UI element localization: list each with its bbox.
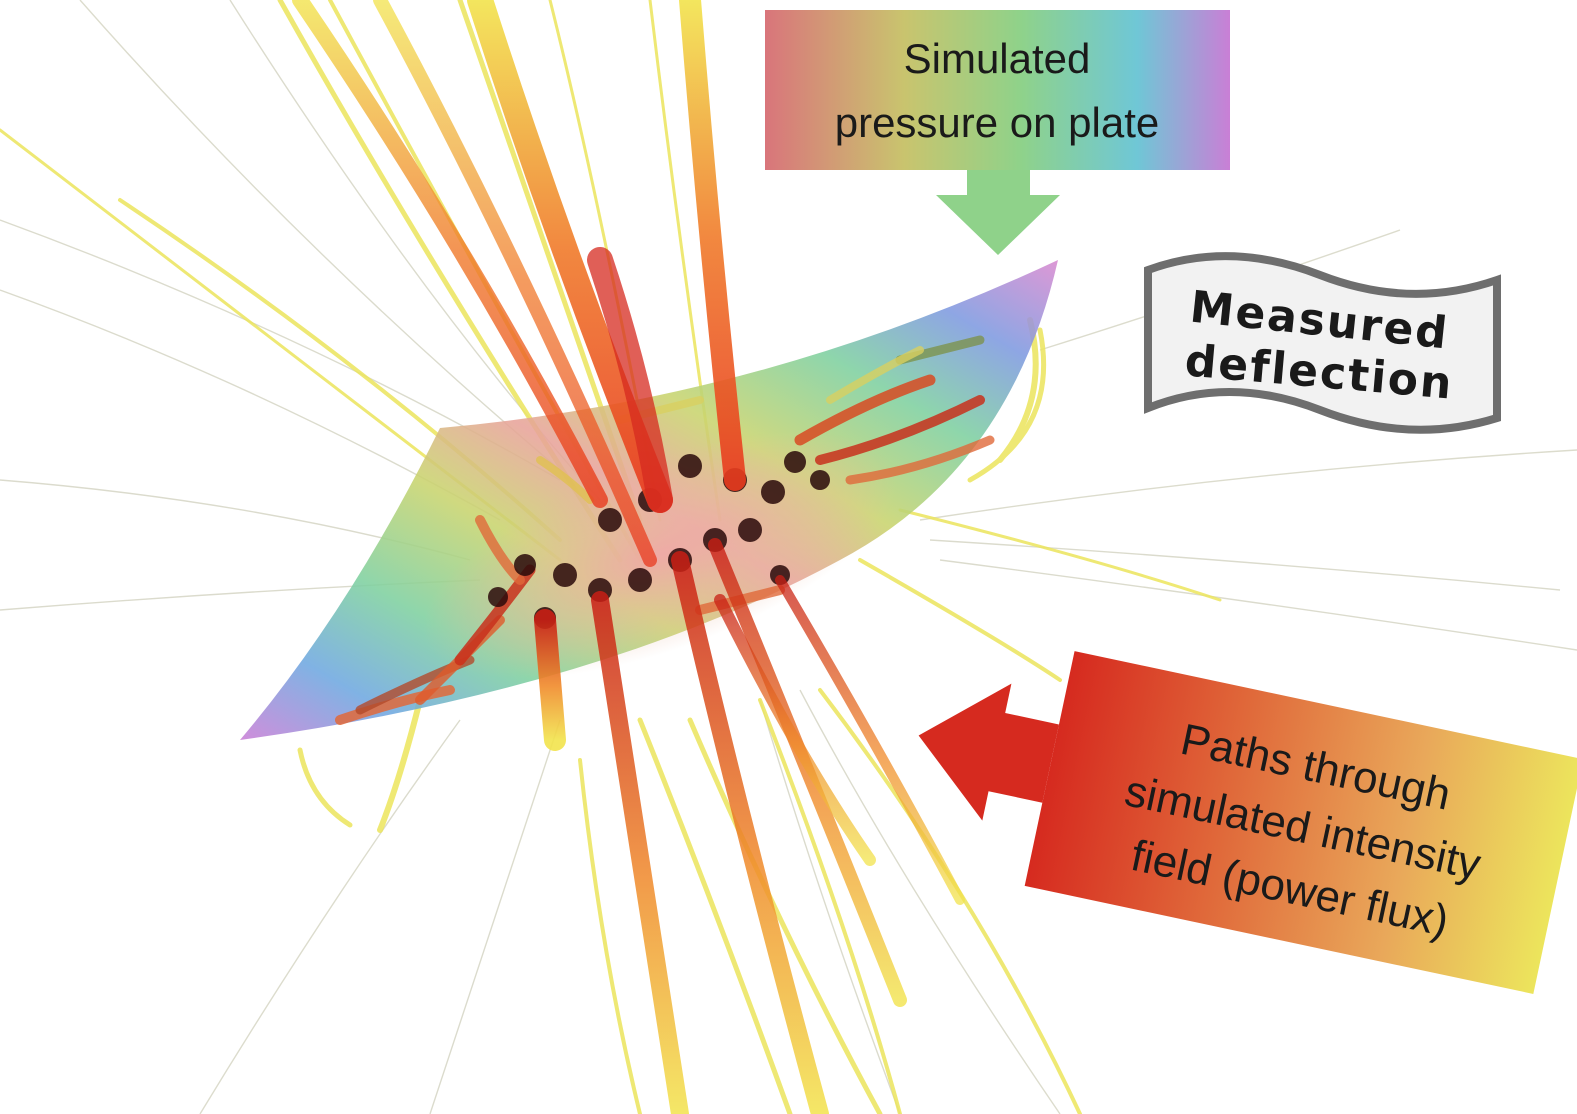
power-flux-tube <box>292 0 608 508</box>
surface-tube <box>536 456 594 504</box>
tube-endcap <box>738 518 762 542</box>
pressure-callout-box <box>765 10 1230 170</box>
faint-streamline <box>79 0 561 471</box>
faint-streamline <box>939 559 1577 651</box>
power-flux-tube <box>671 551 829 1114</box>
tube-endcap <box>514 554 536 576</box>
streamline <box>898 508 1222 602</box>
power-flux-tube <box>714 594 876 866</box>
streamline <box>637 717 793 1114</box>
power-flux-tube <box>679 0 746 491</box>
pressure-callout: Simulated pressure on plate <box>765 10 1230 255</box>
streamline <box>578 758 642 1114</box>
surface-tube <box>475 515 525 585</box>
power-flux-tube <box>775 575 965 905</box>
power-flux-tube <box>534 609 566 751</box>
faint-streamline <box>429 719 561 1114</box>
pressure-arrow <box>936 170 1060 255</box>
tube-endcap <box>598 508 622 532</box>
deflection-banner <box>1144 252 1501 434</box>
faint-streamline <box>799 689 1061 1114</box>
power-flux-tube <box>587 247 673 513</box>
faint-streamline <box>759 699 901 1114</box>
deflection-callout: Measured deflection <box>1144 252 1501 434</box>
surface-tube <box>815 395 985 465</box>
surface-tube <box>335 685 455 725</box>
faint-streamline <box>199 719 461 1114</box>
tube-endcap <box>628 568 652 592</box>
tube-endcap <box>678 454 702 478</box>
tube-endcap <box>784 451 806 473</box>
paths-arrow <box>918 683 1059 821</box>
tube-endcap <box>488 587 508 607</box>
tube-endcap <box>553 563 577 587</box>
power-flux-tubes <box>292 0 965 1114</box>
pressure-label-line1: Simulated <box>904 35 1091 82</box>
power-flux-tube <box>467 0 673 513</box>
tube-endcap <box>761 480 785 504</box>
power-flux-tube <box>591 591 689 1114</box>
power-flux-tube <box>373 0 657 567</box>
yellow-streamlines <box>0 0 1222 1114</box>
streamline <box>967 327 1047 483</box>
surface-tube <box>794 374 936 446</box>
streamline <box>687 717 883 1114</box>
streamline <box>297 747 353 828</box>
tube-endcap <box>810 470 830 490</box>
faint-streamline <box>919 449 1577 521</box>
power-flux-tube <box>708 538 907 1007</box>
surface-tube <box>826 346 924 404</box>
streamline <box>758 698 902 1114</box>
pressure-label-line2: pressure on plate <box>835 99 1160 146</box>
surface-tubes <box>335 335 995 725</box>
surface-tube <box>845 435 995 485</box>
streamline <box>818 688 1082 1114</box>
streamline <box>858 558 1062 682</box>
faint-streamline <box>929 539 1561 591</box>
streamline <box>377 697 423 833</box>
paths-callout: Paths through simulated intensity field … <box>918 651 1577 994</box>
paths-callout-box <box>1024 651 1577 994</box>
